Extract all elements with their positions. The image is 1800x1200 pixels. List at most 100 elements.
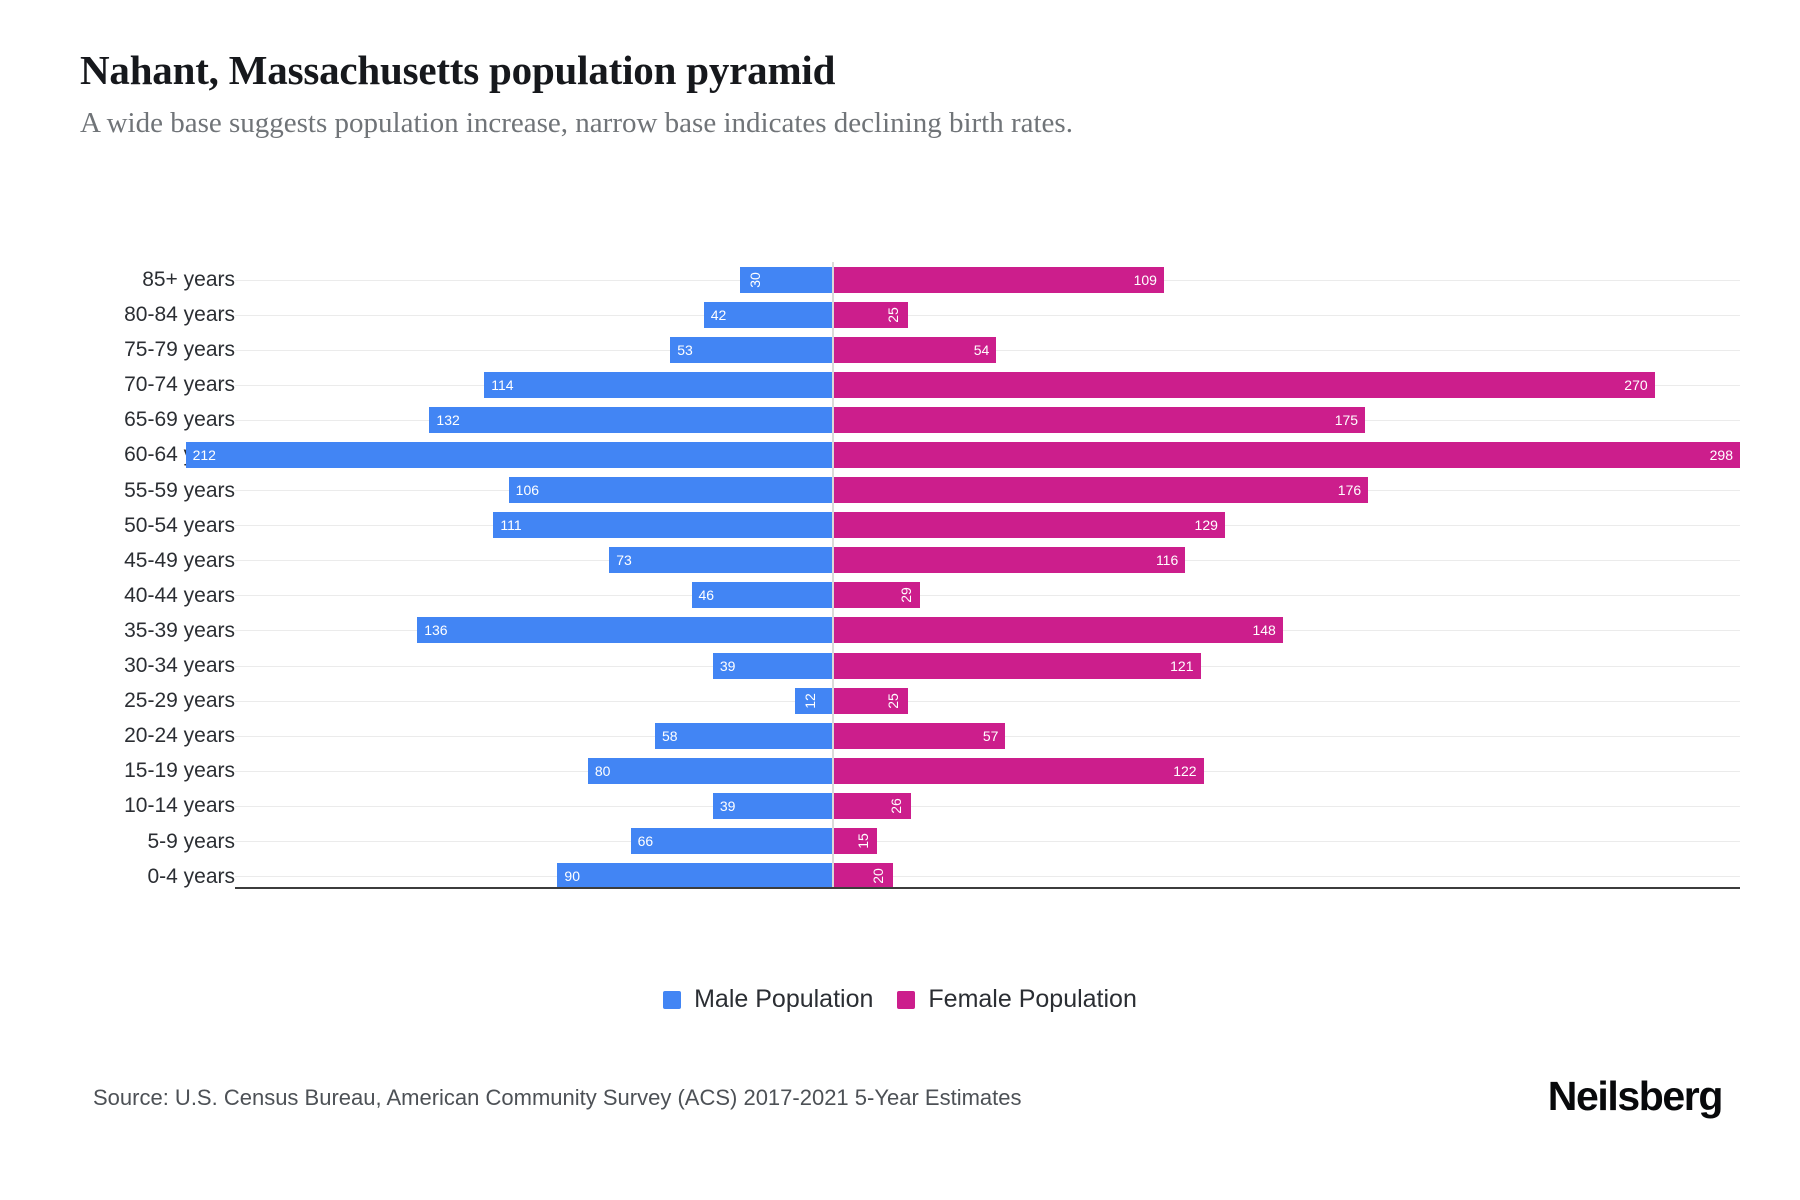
chart-legend: Male Population Female Population [0,985,1800,1014]
bar-female[interactable]: 54 [831,336,997,363]
bar-male[interactable]: 73 [609,547,832,574]
bar-male[interactable]: 66 [630,828,832,855]
bar-female[interactable]: 25 [831,301,908,328]
age-group-label: 50-54 years [124,513,235,537]
bar-value-female: 26 [888,798,905,814]
bar-value-male: 111 [500,517,522,534]
age-group-label: 65-69 years [124,408,235,432]
pyramid-row: 15-19 years 80 122 [80,753,1740,788]
age-group-label: 20-24 years [124,724,235,748]
bar-value-female: 175 [1334,411,1359,428]
bar-value-male: 12 [801,692,818,709]
bar-value-female: 270 [1624,376,1648,393]
bar-value-male: 58 [661,727,678,744]
bar-track: 90 20 [235,859,1740,894]
age-group-label: 70-74 years [124,373,235,397]
pyramid-row: 10-14 years 39 26 [80,788,1740,823]
bar-male[interactable]: 58 [654,722,832,749]
bar-female[interactable]: 175 [831,406,1366,433]
pyramid-row: 40-44 years 46 29 [80,578,1740,613]
age-group-label: 80-84 years [124,303,235,327]
bar-value-female: 25 [885,306,902,323]
bar-track: 106 176 [235,473,1740,508]
bar-value-female: 298 [1709,447,1733,464]
bar-female[interactable]: 29 [831,582,921,609]
bar-value-male: 114 [491,376,514,393]
gridline [235,876,1740,878]
bar-male[interactable]: 90 [557,863,832,890]
age-group-label: 35-39 years [124,618,235,642]
bar-male[interactable]: 80 [587,757,832,784]
pyramid-row: 25-29 years 12 25 [80,683,1740,718]
bar-male[interactable]: 132 [429,406,832,433]
bar-female[interactable]: 298 [831,442,1740,469]
bar-track: 39 26 [235,788,1740,823]
bar-track: 12 25 [235,683,1740,718]
bar-male[interactable]: 46 [691,582,832,609]
bar-female[interactable]: 109 [831,266,1164,293]
gridline [235,595,1740,597]
gridline [235,314,1740,316]
bar-female[interactable]: 26 [831,792,911,819]
pyramid-row: 45-49 years 73 116 [80,543,1740,578]
bar-track: 132 175 [235,402,1740,437]
bar-female[interactable]: 129 [831,512,1225,539]
bar-male[interactable]: 39 [712,792,832,819]
bar-value-male: 106 [515,482,540,499]
age-group-label: 55-59 years [124,478,235,502]
bar-value-female: 122 [1173,762,1197,779]
age-group-label: 15-19 years [124,759,235,783]
bar-female[interactable]: 57 [831,722,1006,749]
pyramid-rows: 85+ years 30 109 80-84 years 42 25 75-79 years… [80,262,1740,890]
bar-male[interactable]: 136 [417,617,832,644]
bar-male[interactable]: 53 [670,336,832,363]
gridline [235,700,1740,702]
bar-female[interactable]: 176 [831,477,1369,504]
bar-track: 212 298 [185,437,1740,472]
brand-logo: Neilsberg [1547,1073,1724,1119]
bar-value-female: 15 [854,833,871,849]
bar-value-female: 109 [1133,271,1157,288]
bar-female[interactable]: 122 [831,757,1204,784]
bar-female[interactable]: 148 [831,617,1283,644]
bar-male[interactable]: 39 [712,652,832,679]
bar-female[interactable]: 121 [831,652,1201,679]
gridline [235,841,1740,843]
bar-track: 39 121 [235,648,1740,683]
bar-female[interactable]: 116 [831,547,1186,574]
bar-female[interactable]: 15 [831,828,878,855]
pyramid-row: 60-64 years 212 298 [80,437,1740,472]
age-group-label: 30-34 years [124,654,235,678]
chart-plot-area: 85+ years 30 109 80-84 years 42 25 75-79 years… [80,262,1740,912]
bar-female[interactable]: 270 [831,371,1655,398]
bar-value-male: 136 [424,622,448,639]
bar-male[interactable]: 30 [740,266,832,293]
bar-value-female: 148 [1252,622,1276,639]
bar-value-male: 39 [719,797,736,814]
bar-track: 136 148 [235,613,1740,648]
bar-male[interactable]: 114 [484,371,832,398]
bar-track: 73 116 [235,543,1740,578]
bar-value-male: 46 [698,587,715,604]
bar-value-male: 80 [594,762,611,779]
bar-male[interactable]: 212 [185,442,832,469]
bar-value-male: 42 [710,306,727,323]
legend-item[interactable]: Female Population [897,985,1137,1014]
bar-value-male: 30 [747,271,764,288]
bar-track: 111 129 [235,508,1740,543]
bar-male[interactable]: 12 [795,687,832,714]
chart-header: Nahant, Massachusetts population pyramid… [80,48,1720,140]
age-group-label: 45-49 years [124,548,235,572]
bar-female[interactable]: 20 [831,863,893,890]
bar-male[interactable]: 106 [508,477,832,504]
bar-male[interactable]: 111 [493,512,832,539]
page-subtitle: A wide base suggests population increase… [80,107,1073,140]
bar-female[interactable]: 25 [831,687,908,714]
bar-value-female: 20 [869,868,886,884]
legend-item[interactable]: Male Population [663,985,873,1014]
bar-value-male: 53 [677,341,693,358]
bar-track: 42 25 [235,297,1740,332]
bar-track: 58 57 [235,718,1740,753]
bar-male[interactable]: 42 [703,301,832,328]
